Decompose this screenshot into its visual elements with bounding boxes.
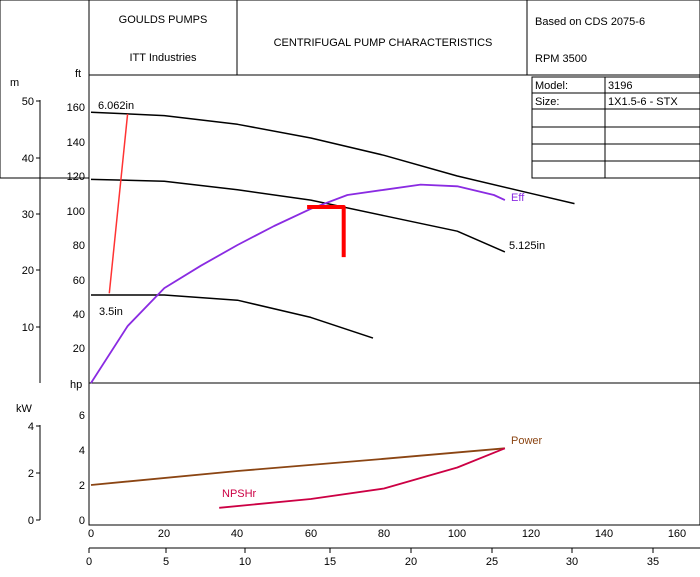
kw-tick-4: 4: [28, 421, 34, 433]
model-size-table: Model: 3196 Size: 1X1.5-6 - STX: [531, 76, 700, 179]
ft-unit-label: ft: [75, 68, 81, 80]
hp-unit-label: hp: [70, 379, 82, 391]
kw-tick-2: 2: [28, 468, 34, 480]
m3h-tick-35: 35: [647, 556, 659, 568]
gpm-tick-160: 160: [668, 528, 686, 540]
m-tick-50: 50: [22, 96, 34, 108]
kw-tick-0: 0: [28, 515, 34, 527]
ft-tick-120: 120: [67, 171, 85, 183]
ft-tick-20: 20: [73, 343, 85, 355]
ft-tick-100: 100: [67, 206, 85, 218]
hp-tick-6: 6: [79, 410, 85, 422]
model-label: Model:: [535, 80, 568, 92]
curve-35in: [91, 294, 374, 339]
left-label-box: [0, 0, 90, 179]
m3h-axis: 0 5 10 15 20 25 30 35: [86, 547, 700, 568]
ft-tick-40: 40: [73, 309, 85, 321]
bep-marker: [307, 205, 346, 258]
ft-tick-80: 80: [73, 240, 85, 252]
curve-5125in: [90, 178, 506, 253]
size-label: Size:: [535, 96, 559, 108]
m3h-tick-25: 25: [486, 556, 498, 568]
gpm-tick-120: 120: [522, 528, 540, 540]
hp-ticks: 6 4 2 0: [79, 410, 85, 527]
chart-title: CENTRIFUGAL PUMP CHARACTERISTICS: [274, 37, 493, 49]
gpm-tick-0: 0: [88, 528, 94, 540]
hp-tick-2: 2: [79, 480, 85, 492]
ft-tick-60: 60: [73, 275, 85, 287]
model-value: 3196: [608, 80, 632, 92]
curve-label-5125: 5.125in: [509, 240, 545, 252]
kw-ticks: 4 2 0: [28, 421, 40, 527]
m3h-tick-30: 30: [566, 556, 578, 568]
company-name: GOULDS PUMPS: [119, 14, 208, 26]
gpm-tick-60: 60: [305, 528, 317, 540]
m3h-tick-10: 10: [239, 556, 251, 568]
m-tick-20: 20: [22, 265, 34, 277]
curve-label-6062: 6.062in: [98, 100, 134, 112]
m-tick-40: 40: [22, 153, 34, 165]
ft-tick-140: 140: [67, 137, 85, 149]
gpm-tick-20: 20: [158, 528, 170, 540]
m-tick-30: 30: [22, 209, 34, 221]
parent-company: ITT Industries: [129, 52, 197, 64]
gpm-tick-80: 80: [378, 528, 390, 540]
hp-tick-0: 0: [79, 515, 85, 527]
curve-label-power: Power: [511, 435, 543, 447]
gpm-axis: 0 20 40 60 80 100 120 140 160: [88, 528, 686, 540]
m3h-tick-5: 5: [163, 556, 169, 568]
gpm-tick-40: 40: [231, 528, 243, 540]
curve-label-npshr: NPSHr: [222, 488, 257, 500]
rpm-label: RPM 3500: [535, 53, 587, 65]
m3h-tick-20: 20: [405, 556, 417, 568]
ft-ticks: 160 140 120 100 80 60 40 20: [67, 102, 85, 355]
gpm-tick-140: 140: [595, 528, 613, 540]
chart-curves: [90, 111, 575, 509]
kw-unit-label: kW: [16, 403, 33, 415]
curve-label-35: 3.5in: [99, 306, 123, 318]
ft-tick-160: 160: [67, 102, 85, 114]
m-tick-10: 10: [22, 322, 34, 334]
m3h-tick-15: 15: [324, 556, 336, 568]
m-ticks: 50 40 30 20 10: [22, 96, 40, 334]
curve-impeller-limit: [108, 113, 129, 294]
curve-label-eff: Eff: [511, 192, 525, 204]
hp-tick-4: 4: [79, 445, 85, 457]
m-unit-label: m: [10, 77, 19, 89]
size-value: 1X1.5-6 - STX: [608, 96, 678, 108]
curve-npshr: [219, 447, 506, 509]
curve-efficiency: [90, 183, 506, 384]
gpm-tick-100: 100: [448, 528, 466, 540]
curve-6062in: [90, 111, 575, 205]
based-on: Based on CDS 2075-6: [535, 16, 645, 28]
m3h-tick-0: 0: [86, 556, 92, 568]
chart-frame: [88, 0, 700, 526]
curve-power: [90, 447, 505, 486]
